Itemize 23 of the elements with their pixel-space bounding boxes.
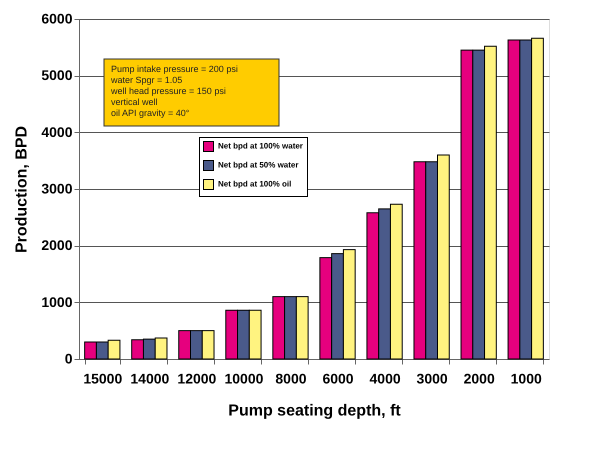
x-tick-label: 2000 [464,370,495,386]
x-tick-label: 6000 [322,370,354,386]
x-tick-label: 4000 [369,370,401,386]
y-tick-label: 3000 [41,180,73,196]
legend-label: Net bpd at 100% oil [218,180,292,188]
y-tick-label: 0 [64,350,73,366]
y-tick-label: 1000 [41,294,73,310]
x-tick-label: 10000 [224,370,264,386]
x-tick-label: 15000 [83,370,122,386]
x-tick-label: 14000 [130,370,170,386]
annotation: Pump intake pressure = 200 psi water Spgr = 1.05 well head pressure = 150 psi vertical well oil API gravity = 40° [110,64,238,118]
x-tick-label: 8000 [275,370,307,386]
y-axis-title: Production, BPD [13,126,30,254]
x-tick-label: 1000 [510,370,542,386]
y-tick-label: 2000 [41,237,73,254]
y-tick-label: 6000 [41,10,73,26]
y-tick-label: 4000 [41,124,73,140]
legend-label: Net bpd at 100% water [218,142,303,150]
x-tick-label: 3000 [416,370,448,386]
y-tick-label: 5000 [41,67,73,84]
x-axis-title: Pump seating depth, ft [228,402,402,420]
legend-label: Net bpd at 50% water [218,160,298,170]
x-tick-label: 12000 [177,370,217,386]
